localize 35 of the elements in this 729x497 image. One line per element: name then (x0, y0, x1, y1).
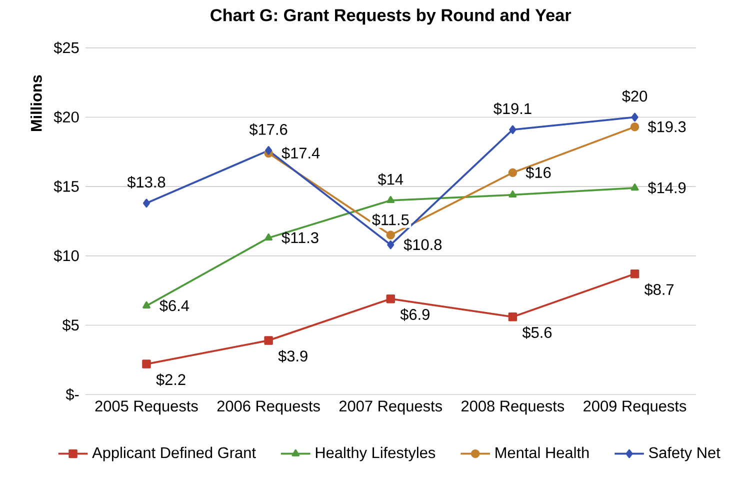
legend-label: Mental Health (496, 446, 589, 458)
x-tick-label: 2005 Requests (95, 400, 198, 415)
data-label: $19.3 (648, 120, 686, 134)
data-label: $11.5 (372, 214, 409, 226)
legend-label: Healthy Lifestyles (316, 446, 436, 462)
data-label: $14.9 (648, 182, 686, 194)
chart-title: Chart G: Grant Requests by Round and Year (210, 8, 572, 25)
data-label: $5.6 (522, 326, 552, 339)
data-label: $20 (622, 90, 648, 103)
y-axis-title: Millions (30, 75, 42, 132)
y-tick-label: $10 (54, 250, 79, 262)
legend-label: Applicant Defined Grant (92, 446, 256, 462)
legend-label: Safety Net (648, 446, 720, 462)
data-label: $6.9 (400, 308, 430, 321)
x-tick-label: 2007 Requests (339, 400, 442, 415)
y-tick-label: $25 (54, 42, 79, 54)
data-label: $14 (378, 173, 404, 186)
x-tick-label: 2006 Requests (217, 400, 320, 415)
y-tick-label: $20 (54, 110, 79, 124)
data-label: $11.3 (282, 232, 318, 244)
data-label: $6.4 (160, 300, 190, 312)
x-tick-label: 2008 Requests (462, 400, 564, 415)
data-label: $8.7 (644, 283, 674, 296)
y-tick-label: $5 (62, 318, 79, 332)
data-label: $16 (526, 166, 551, 179)
data-label: $10.8 (404, 238, 442, 251)
y-tick-label: $15 (54, 180, 79, 193)
y-tick-label: $- (66, 388, 79, 401)
data-label: $3.9 (278, 350, 308, 362)
data-label: $17.6 (249, 123, 288, 136)
data-label: $13.8 (127, 176, 166, 188)
data-label: $2.2 (156, 373, 186, 386)
data-label: $17.4 (282, 146, 320, 160)
data-label: $19.1 (494, 102, 532, 116)
x-tick-label: 2009 Requests (584, 400, 686, 415)
